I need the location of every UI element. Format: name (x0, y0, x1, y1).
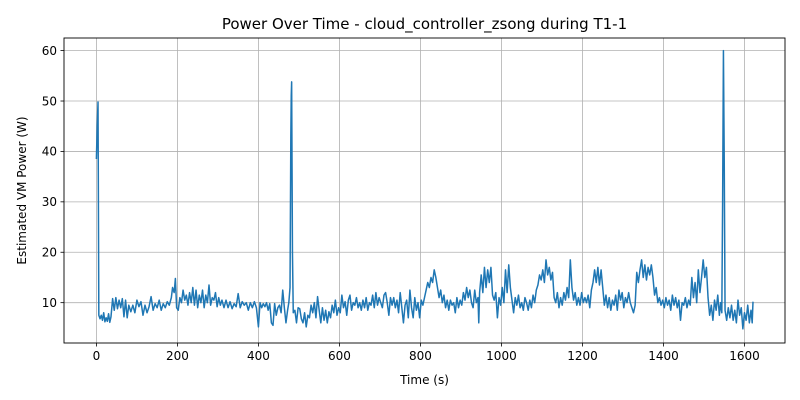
x-tick-label: 600 (328, 349, 351, 363)
y-tick-label: 30 (42, 195, 57, 209)
y-axis-label: Estimated VM Power (W) (15, 116, 29, 264)
x-tick-label: 0 (93, 349, 101, 363)
x-axis-label: Time (s) (399, 373, 449, 387)
x-tick-label: 200 (166, 349, 189, 363)
x-tick-label: 1200 (567, 349, 598, 363)
x-axis-ticks: 0 200 400 600 800 1000 1200 1400 1600 (93, 343, 760, 363)
y-tick-label: 20 (42, 246, 57, 260)
y-axis-ticks: 10 20 30 40 50 60 (42, 44, 64, 310)
y-tick-label: 50 (42, 94, 57, 108)
plot-area-frame (63, 37, 786, 344)
y-tick-label: 10 (42, 296, 57, 310)
y-tick-label: 60 (42, 44, 57, 58)
x-tick-label: 800 (409, 349, 432, 363)
x-tick-label: 1000 (486, 349, 517, 363)
x-tick-label: 1600 (729, 349, 760, 363)
x-tick-label: 400 (247, 349, 270, 363)
chart-title: Power Over Time - cloud_controller_zsong… (222, 15, 627, 34)
y-tick-label: 40 (42, 145, 57, 159)
x-tick-label: 1400 (648, 349, 679, 363)
power-series-line (95, 49, 754, 330)
